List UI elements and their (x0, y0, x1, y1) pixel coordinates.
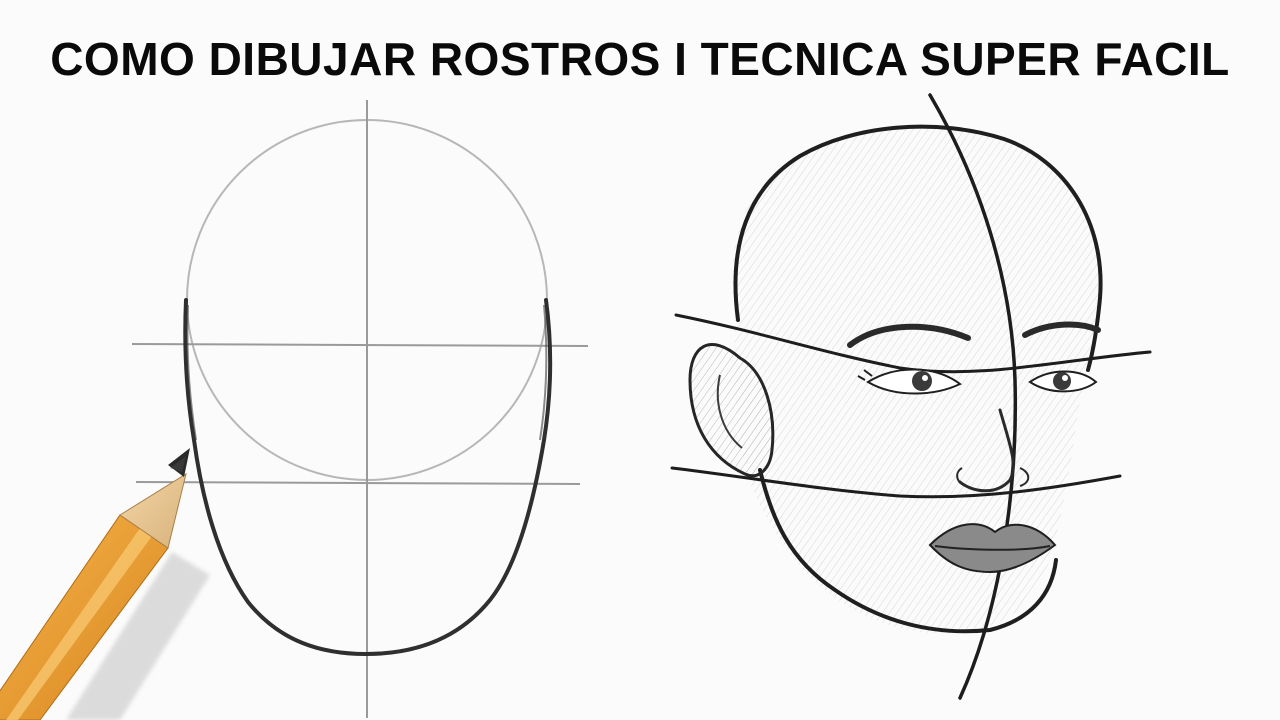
nose (958, 408, 1015, 493)
head-construction-sketch (131, 100, 589, 718)
right-brow (1022, 321, 1101, 338)
right-eye (1028, 370, 1098, 393)
jaw-outline (758, 468, 1058, 634)
left-eye (857, 368, 962, 395)
lips (928, 523, 1057, 574)
nose-guideline (135, 481, 581, 485)
pencil-icon (0, 448, 210, 720)
ear (688, 343, 775, 478)
vertical-center-line (928, 93, 1018, 700)
face-outline (183, 298, 553, 657)
left-brow (847, 323, 971, 348)
brow-line (674, 313, 1152, 374)
brow-guideline (131, 343, 589, 347)
nose-line (670, 466, 1122, 499)
shaded-face-sketch (670, 93, 1152, 700)
thumbnail-title: COMO DIBUJAR ROSTROS I TECNICA SUPER FAC… (50, 33, 1230, 85)
head-outline (733, 124, 1103, 372)
